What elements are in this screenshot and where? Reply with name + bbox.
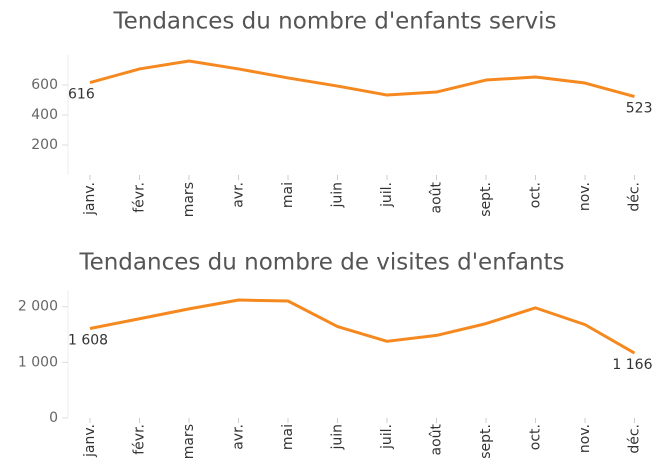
x-tick-label: avr.: [231, 182, 247, 208]
x-tick-label: janv.: [82, 424, 98, 458]
x-tick-label: déc.: [627, 424, 643, 454]
data-label: 616: [68, 87, 95, 103]
x-tick-label: déc.: [627, 182, 643, 212]
y-tick-label: 200: [31, 137, 58, 153]
x-tick-label: juil.: [379, 424, 395, 450]
x-tick-label: mars: [181, 424, 197, 459]
data-label: 523: [626, 101, 653, 117]
x-tick-label: mai: [280, 182, 296, 208]
x-tick-label: avr.: [231, 424, 247, 450]
x-tick-label: sept.: [478, 424, 494, 459]
x-tick-label: mai: [280, 424, 296, 450]
line: [89, 298, 636, 355]
data-label: 1 166: [612, 357, 652, 373]
y-tick-label: 1 000: [18, 354, 58, 370]
y-tick-label: 400: [31, 107, 58, 123]
x-tick-label: nov.: [577, 424, 593, 453]
x-tick-label: févr.: [132, 424, 148, 455]
chart-title: Tendances du nombre d'enfants servis: [112, 9, 556, 35]
y-tick-label: 0: [49, 410, 58, 426]
x-tick-label: juil.: [379, 182, 395, 208]
y-tick-label: 2 000: [18, 299, 58, 315]
x-tick-label: janv.: [82, 182, 98, 216]
x-tick-label: oct.: [528, 424, 544, 450]
x-tick-label: mars: [181, 182, 197, 217]
x-tick-label: août: [429, 181, 445, 213]
line: [89, 59, 635, 98]
x-tick-label: nov.: [577, 182, 593, 211]
y-tick-label: 600: [31, 77, 58, 93]
data-label: 1 608: [68, 333, 108, 349]
x-tick-label: juin: [330, 182, 346, 209]
x-tick-label: oct.: [528, 182, 544, 208]
x-tick-label: juin: [330, 424, 346, 451]
x-tick-label: févr.: [132, 182, 148, 213]
x-tick-label: sept.: [478, 182, 494, 217]
x-tick-label: août: [429, 423, 445, 455]
chart-title: Tendances du nombre de visites d'enfants: [78, 250, 564, 276]
